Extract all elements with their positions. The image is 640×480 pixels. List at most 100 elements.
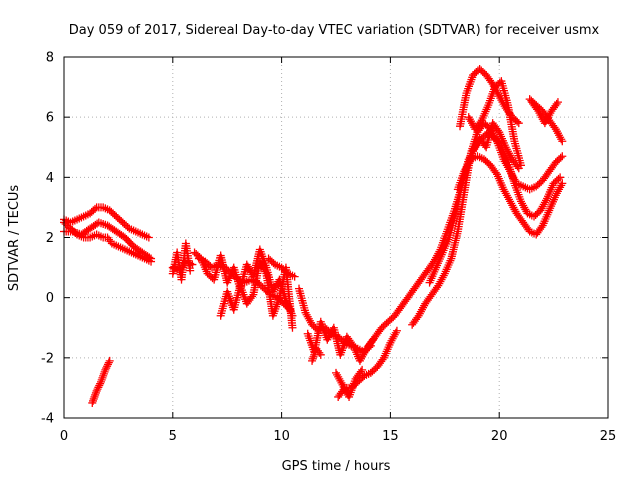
series-trace-marker — [368, 336, 377, 345]
series-trace-marker — [336, 376, 345, 385]
series-trace-marker — [415, 309, 424, 318]
data-point — [101, 365, 110, 374]
x-axis-label: GPS time / hours — [282, 459, 391, 474]
series-trace-marker — [466, 117, 475, 126]
series-trace-marker — [125, 247, 134, 256]
series-trace-marker — [101, 233, 110, 242]
series-trace-marker — [516, 214, 525, 223]
series-trace-marker — [103, 362, 112, 371]
series-trace-marker — [108, 225, 117, 234]
chart-title: Day 059 of 2017, Sidereal Day-to-day VTE… — [69, 23, 600, 38]
series-23 — [527, 98, 562, 128]
series-trace-marker — [310, 350, 319, 359]
series-trace-marker — [500, 187, 509, 196]
series-trace-marker — [544, 113, 553, 122]
series-trace-marker — [501, 189, 510, 198]
series-trace-marker — [494, 139, 503, 148]
series-trace-marker — [509, 134, 518, 143]
series-trace-marker — [535, 109, 544, 118]
data-point — [332, 368, 340, 377]
series-trace-marker — [550, 193, 559, 202]
series-trace-marker — [89, 394, 98, 403]
series-trace-marker — [274, 295, 283, 304]
series-trace-marker — [438, 273, 447, 282]
series-trace-marker — [145, 253, 154, 262]
series-trace-marker — [91, 204, 100, 213]
x-tick-label: 20 — [491, 429, 508, 444]
series-trace-marker — [504, 149, 513, 158]
series-trace-marker — [324, 333, 333, 342]
series-trace-marker — [117, 231, 126, 240]
series-trace-marker — [89, 396, 98, 405]
x-tick-label: 5 — [169, 429, 177, 444]
series-trace-marker — [453, 229, 462, 238]
series-3 — [88, 356, 114, 407]
series-trace-marker — [346, 338, 355, 347]
series-trace-marker — [541, 117, 550, 126]
series-trace-marker — [478, 68, 487, 77]
data-point — [540, 119, 549, 128]
data-point — [338, 380, 347, 389]
series-trace-marker — [465, 115, 474, 124]
series-trace-marker — [503, 193, 512, 202]
series-trace-marker — [420, 270, 429, 279]
series-trace-marker — [556, 183, 565, 192]
series-trace-marker — [100, 367, 109, 376]
series-5 — [168, 239, 195, 284]
series-trace-marker — [451, 211, 460, 220]
series-trace-marker — [462, 163, 471, 172]
series-trace-marker — [500, 141, 509, 150]
series-trace-marker — [96, 379, 105, 388]
series-trace-marker — [333, 370, 342, 379]
series-20 — [464, 77, 525, 170]
series-trace-marker — [553, 187, 562, 196]
series-trace-marker — [509, 203, 518, 212]
series-trace-marker — [280, 266, 289, 275]
data-point — [92, 386, 101, 395]
series-trace-marker — [267, 257, 276, 266]
series-trace-marker — [302, 310, 311, 319]
series-trace-marker — [337, 378, 346, 387]
series-trace-marker — [417, 305, 426, 314]
series-trace-marker — [288, 321, 297, 330]
series-trace-marker — [437, 275, 446, 284]
series-trace-marker — [516, 195, 525, 204]
data-point — [506, 197, 515, 206]
series-trace-marker — [492, 124, 501, 133]
series-trace-marker — [544, 208, 553, 217]
series-trace-marker — [552, 127, 561, 136]
data-point — [464, 113, 473, 122]
y-tick-label: -4 — [41, 412, 54, 427]
series-trace-marker — [414, 279, 423, 288]
series-trace-marker — [96, 232, 105, 241]
axis-ticks: 0 5 10 15 20 25 -4 -2 0 2 4 6 8 — [41, 51, 616, 445]
series-trace-marker — [258, 261, 267, 270]
series-trace-marker — [341, 386, 350, 395]
series-trace-marker — [557, 135, 566, 144]
series-trace-marker — [246, 266, 255, 275]
series-trace-marker — [388, 334, 397, 343]
series-trace-marker — [103, 360, 112, 369]
series-1 — [60, 203, 153, 242]
series-trace-marker — [437, 250, 446, 259]
data-point — [312, 344, 321, 353]
series-10 — [295, 284, 375, 356]
series-trace-marker — [439, 271, 448, 280]
series-trace-marker — [464, 159, 473, 168]
series-trace-marker — [94, 383, 103, 392]
x-tick-label: 0 — [60, 429, 68, 444]
series-trace-marker — [530, 229, 539, 238]
series-trace-marker — [104, 358, 113, 367]
series-trace-marker — [97, 375, 106, 384]
x-tick-label: 10 — [273, 429, 290, 444]
series-trace-marker — [246, 294, 255, 303]
series-trace-marker — [407, 288, 416, 297]
series-trace-marker — [535, 179, 544, 188]
series-trace-marker — [313, 346, 322, 355]
series-trace-marker — [541, 196, 550, 205]
series-trace-marker — [545, 111, 554, 120]
series-trace-marker — [391, 328, 400, 337]
grid-lines — [64, 57, 608, 418]
series-trace-marker — [185, 264, 194, 273]
series-trace-marker — [102, 364, 111, 373]
